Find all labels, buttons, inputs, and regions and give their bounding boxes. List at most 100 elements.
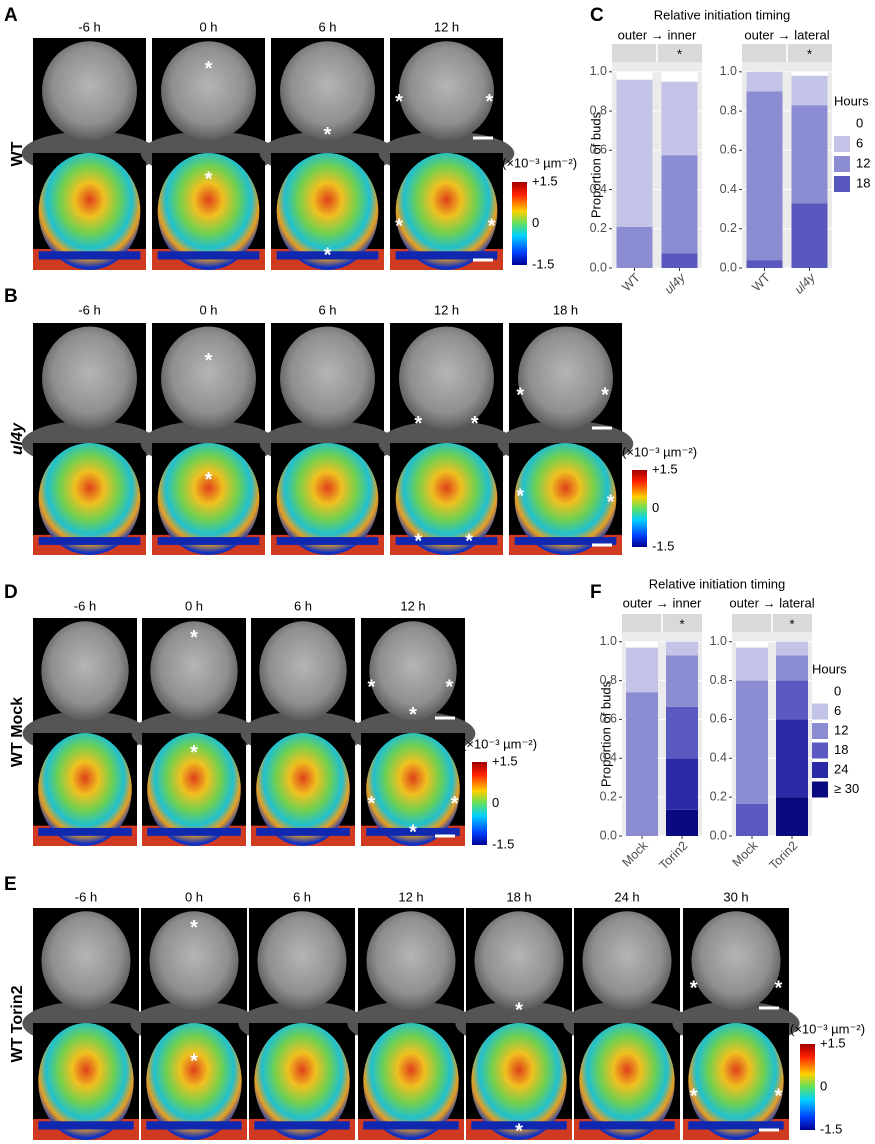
strip-label: outer → lateral: [744, 27, 829, 42]
bud: [41, 911, 130, 1010]
time-label: 0 h: [199, 302, 217, 317]
panel-label: E: [4, 874, 17, 895]
y-axis-label: Proportion of buds: [588, 111, 603, 218]
time-label: -6 h: [74, 598, 96, 613]
colorbar-unit: (×10⁻³ µm⁻²): [790, 1021, 865, 1036]
asterisk: *: [409, 704, 417, 726]
colorbar-tick: -1.5: [532, 256, 554, 271]
bar-segment: [736, 648, 768, 681]
boundary-band: [158, 251, 260, 259]
bud: [257, 911, 346, 1010]
y-tick-label: 0.0: [720, 260, 737, 274]
bud: [399, 41, 494, 140]
boundary-band: [38, 1121, 133, 1129]
legend-label: 18: [834, 742, 848, 757]
time-label: 24 h: [614, 889, 639, 904]
y-tick-label: 0.8: [720, 103, 737, 117]
bar-segment: [776, 642, 808, 656]
asterisk: *: [775, 977, 783, 999]
y-tick-label: 0.0: [600, 828, 617, 842]
y-tick-label: 0.6: [710, 712, 727, 726]
time-label: 6 h: [318, 19, 336, 34]
boundary-band: [256, 828, 350, 836]
asterisk: *: [190, 917, 198, 939]
colorbar-tick: +1.5: [532, 173, 558, 188]
time-label: 30 h: [723, 889, 748, 904]
panel-label: C: [590, 5, 604, 26]
asterisk: *: [205, 58, 213, 80]
bud: [161, 326, 256, 430]
colorbar-tick: 0: [652, 500, 659, 515]
colorbar-unit: (×10⁻³ µm⁻²): [502, 155, 577, 170]
strip-label: outer → inner: [618, 27, 697, 42]
bud: [280, 326, 375, 430]
y-tick-label: 0.4: [710, 751, 727, 765]
legend-label: 24: [834, 761, 848, 776]
y-tick-label: 1.0: [600, 634, 617, 648]
bar-segment: [617, 227, 653, 268]
bar-segment: [747, 91, 783, 260]
panel-label: D: [4, 582, 18, 603]
bud: [41, 621, 128, 720]
boundary-band: [147, 828, 241, 836]
chart-title: Relative initiation timing: [654, 7, 791, 22]
time-label: 12 h: [398, 889, 423, 904]
bud: [259, 621, 346, 720]
y-tick-label: 0.8: [600, 673, 617, 687]
asterisk: *: [205, 169, 213, 191]
x-tick-label: Torin2: [766, 839, 800, 873]
colorbar-unit: (×10⁻³ µm⁻²): [462, 736, 537, 751]
bar-segment: [666, 655, 698, 706]
bar-segment: [662, 253, 698, 268]
time-label: 0 h: [199, 19, 217, 34]
asterisk: *: [205, 350, 213, 372]
time-label: -6 h: [78, 19, 100, 34]
strip-label: outer → inner: [623, 595, 702, 610]
bar-segment: [776, 797, 808, 836]
time-label: 12 h: [434, 302, 459, 317]
colorbar-tick: 0: [820, 1078, 827, 1093]
y-tick-label: 0.6: [590, 143, 607, 157]
bar-segment: [792, 105, 828, 203]
legend-label: 18: [856, 175, 870, 190]
panel-label: B: [4, 286, 18, 307]
time-label: 18 h: [506, 889, 531, 904]
asterisk: *: [775, 1085, 783, 1107]
significance: *: [679, 616, 684, 631]
x-tick-label: ul4y: [662, 270, 689, 297]
y-tick-label: 0.6: [720, 143, 737, 157]
x-tick-label: Mock: [619, 838, 651, 870]
colorbar-tick: 0: [532, 215, 539, 230]
asterisk: *: [607, 491, 615, 513]
bar-segment: [662, 155, 698, 253]
asterisk: *: [516, 486, 524, 508]
bar-segment: [792, 72, 828, 76]
legend-label: ≥ 30: [834, 781, 859, 796]
asterisk: *: [516, 384, 524, 406]
asterisk: *: [324, 124, 332, 146]
time-label: 18 h: [553, 302, 578, 317]
legend-swatch: [834, 116, 850, 132]
asterisk: *: [465, 530, 473, 552]
y-tick-label: 0.2: [600, 789, 617, 803]
strip-label: outer → lateral: [729, 595, 814, 610]
legend-title: Hours: [812, 661, 847, 676]
asterisk: *: [451, 793, 459, 815]
y-tick-label: 1.0: [720, 64, 737, 78]
bar-segment: [747, 72, 783, 92]
asterisk: *: [190, 1050, 198, 1072]
y-tick-label: 0.2: [710, 789, 727, 803]
bar-segment: [666, 810, 698, 836]
bud: [42, 41, 137, 140]
colorbar-unit: (×10⁻³ µm⁻²): [622, 444, 697, 459]
y-tick-label: 0.8: [590, 103, 607, 117]
chart-title: Relative initiation timing: [649, 576, 786, 591]
y-tick-label: 0.4: [600, 751, 617, 765]
boundary-band: [363, 1121, 458, 1129]
y-tick-label: 1.0: [710, 634, 727, 648]
colorbar: [800, 1044, 815, 1130]
y-tick-label: 1.0: [590, 64, 607, 78]
colorbar: [632, 470, 647, 547]
legend-label: 6: [834, 703, 841, 718]
bar-segment: [626, 642, 658, 648]
